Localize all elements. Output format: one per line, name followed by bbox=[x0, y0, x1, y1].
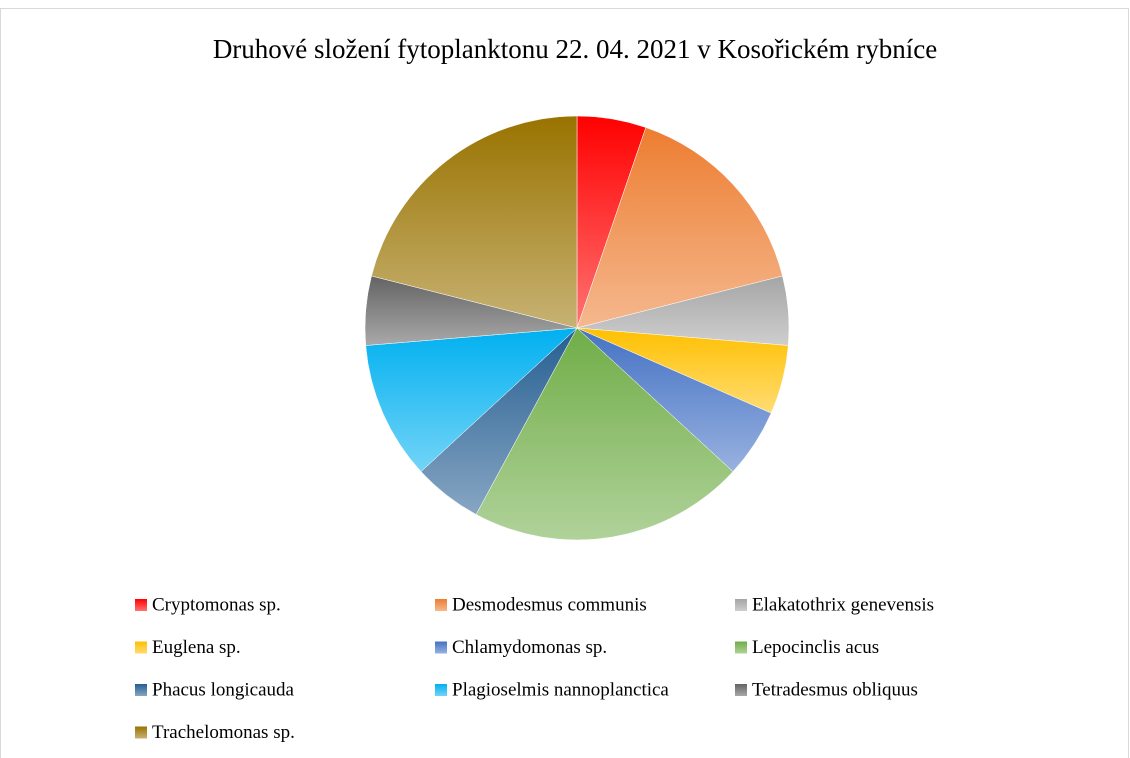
legend-label: Lepocinclis acus bbox=[752, 637, 879, 658]
legend-swatch bbox=[735, 599, 747, 611]
legend-swatch bbox=[435, 599, 447, 611]
legend-swatch bbox=[435, 684, 447, 696]
legend-label: Trachelomonas sp. bbox=[152, 722, 295, 743]
pie-slice bbox=[371, 115, 578, 329]
legend-swatch bbox=[135, 726, 147, 739]
legend-label: Plagioselmis nannoplanctica bbox=[452, 679, 669, 700]
legend-swatch bbox=[135, 599, 147, 611]
pie-slice bbox=[475, 327, 734, 541]
pie-slice bbox=[576, 127, 783, 329]
legend-label: Cryptomonas sp. bbox=[152, 594, 281, 615]
legend-swatch bbox=[735, 684, 747, 696]
legend-label: Desmodesmus communis bbox=[452, 594, 647, 615]
pie-slice bbox=[365, 327, 578, 472]
legend-label: Euglena sp. bbox=[152, 637, 241, 658]
legend-label: Chlamydomonas sp. bbox=[452, 637, 607, 658]
chart-border bbox=[0, 8, 1129, 758]
legend-label: Phacus longicauda bbox=[152, 679, 295, 700]
legend-swatch bbox=[135, 684, 147, 696]
legend-label: Elakatothrix genevensis bbox=[752, 594, 934, 615]
chart-title: Druhové složení fytoplanktonu 22. 04. 20… bbox=[213, 34, 937, 64]
legend-label: Tetradesmus obliquus bbox=[752, 679, 918, 700]
legend-swatch bbox=[135, 641, 147, 654]
legend-swatch bbox=[735, 641, 747, 654]
legend-swatch bbox=[435, 641, 447, 654]
